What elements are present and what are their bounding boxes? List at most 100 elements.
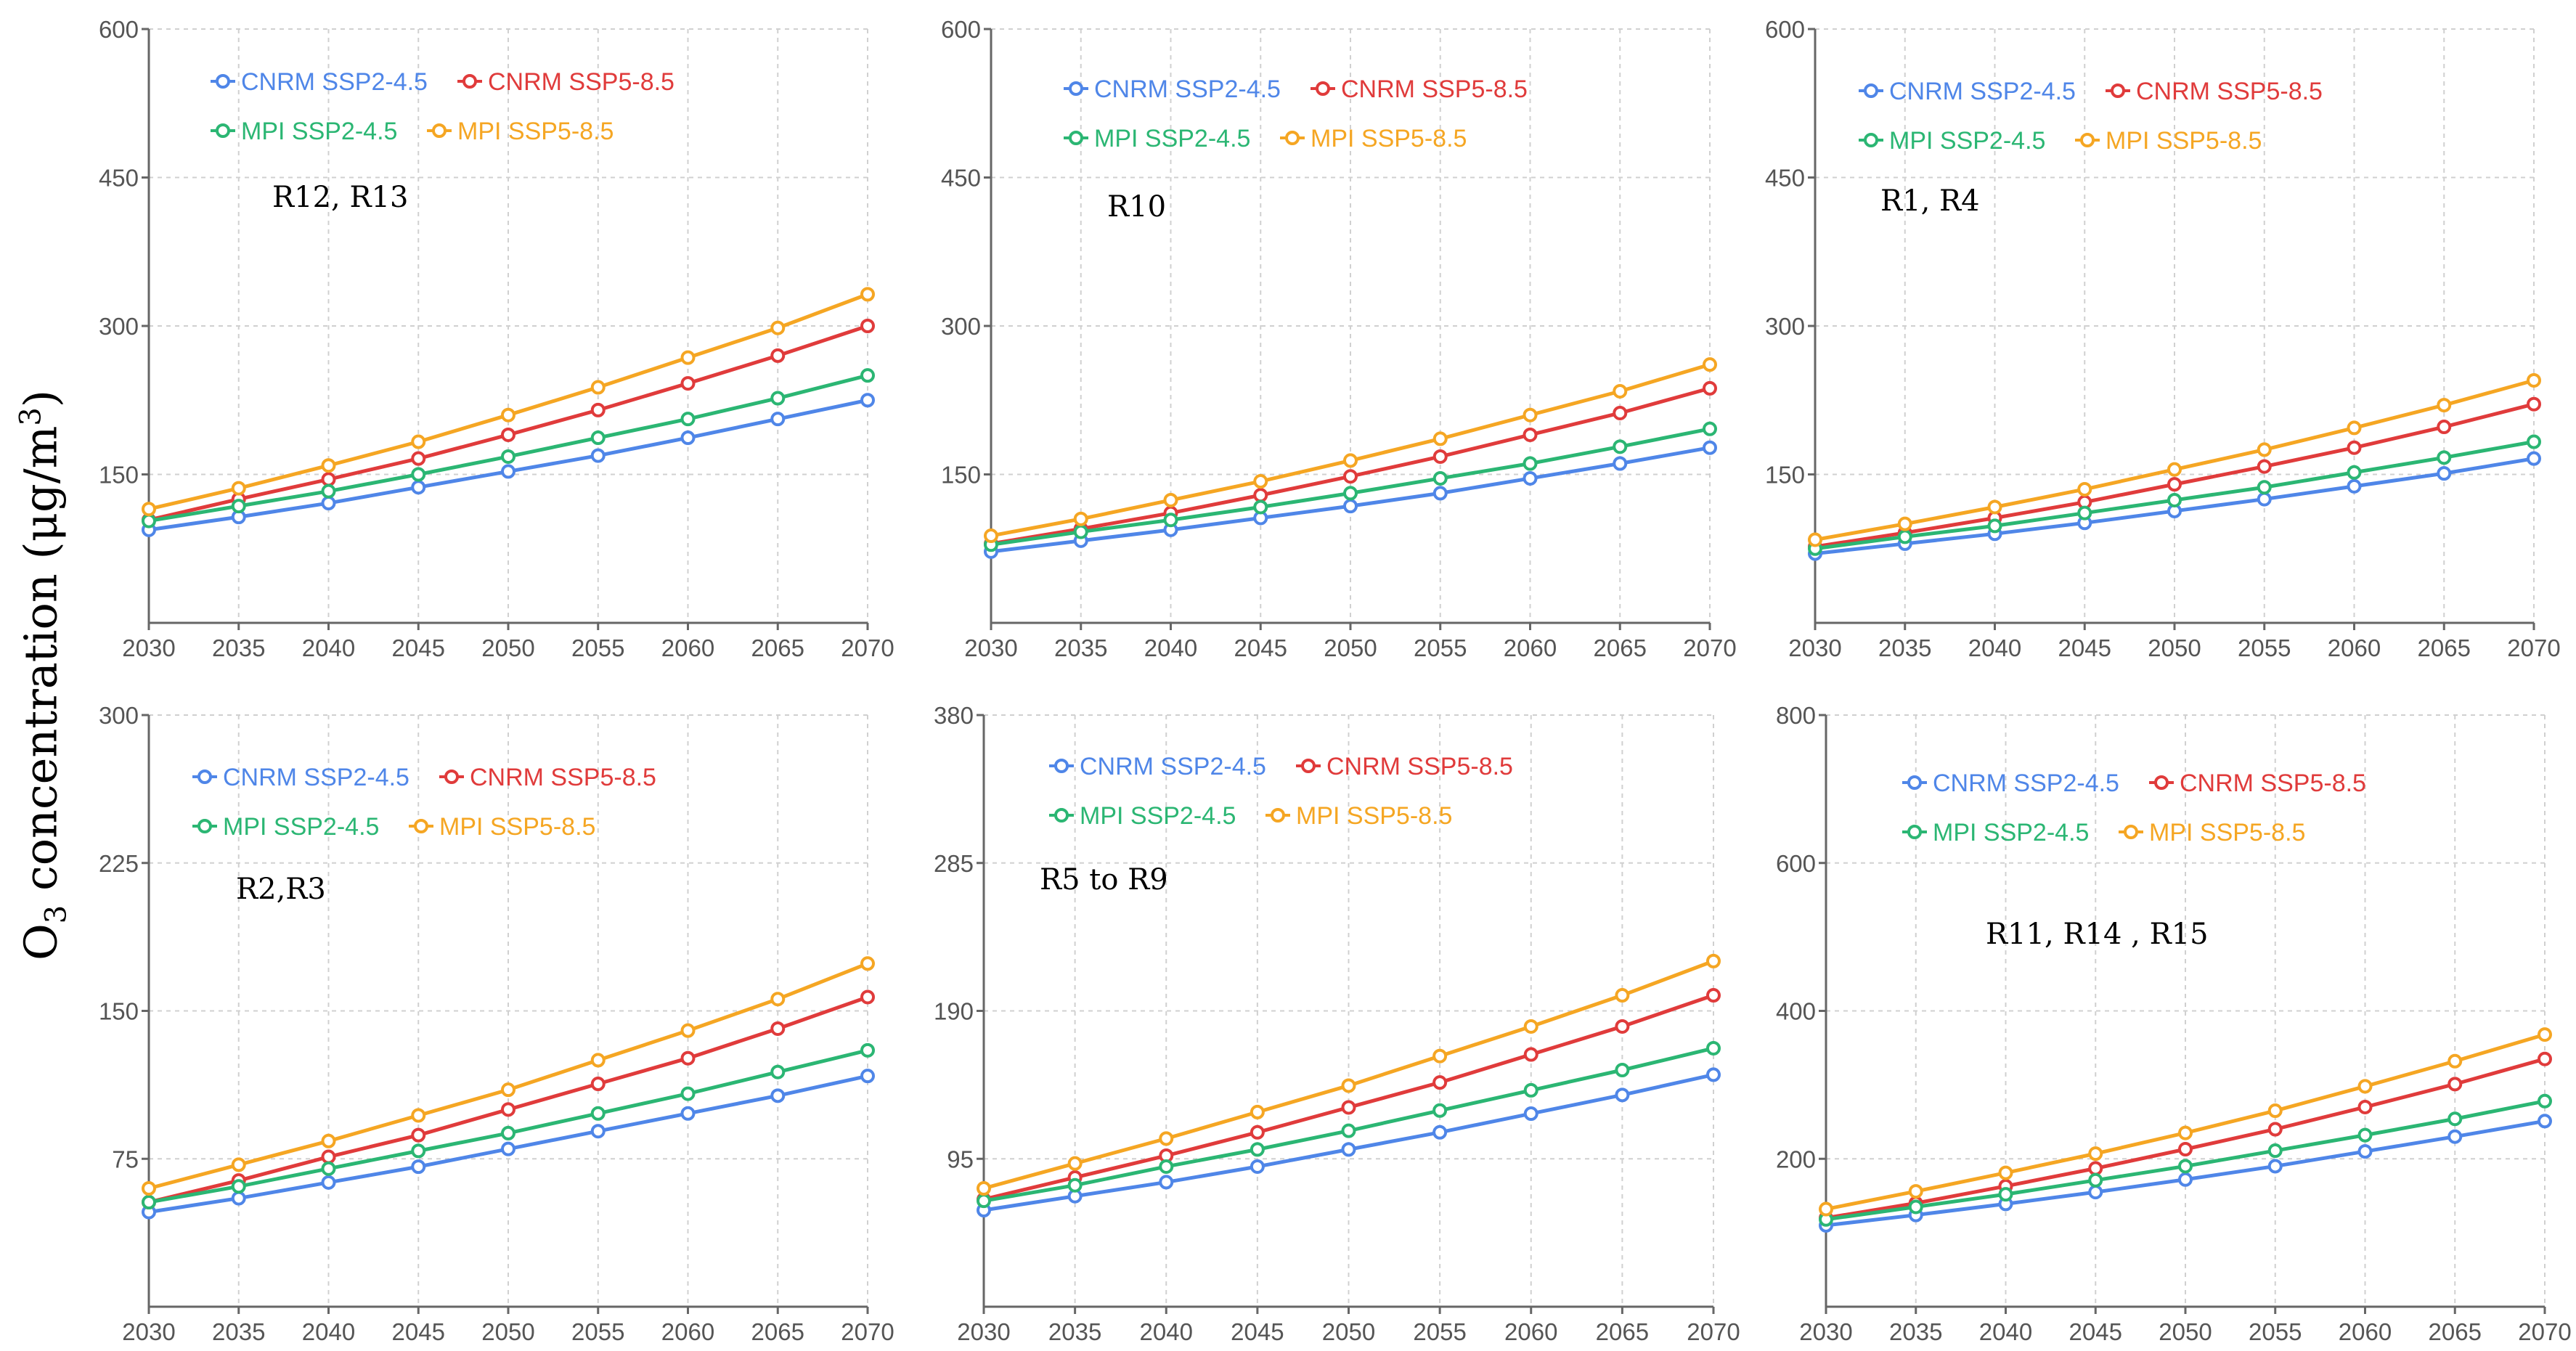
- data-point: [1159, 1159, 1174, 1174]
- x-tick-label: 2035: [1054, 634, 1107, 661]
- data-point: [1897, 516, 1912, 531]
- data-point: [411, 434, 426, 449]
- data-point: [2357, 1079, 2373, 1094]
- data-point: [1706, 953, 1721, 968]
- data-point: [411, 1143, 426, 1159]
- y-tick-label: 600: [1776, 850, 1816, 877]
- legend-swatch-marker: [197, 819, 212, 833]
- data-point: [411, 1108, 426, 1123]
- x-tick-label: 2035: [212, 634, 265, 661]
- data-point: [1250, 1125, 1265, 1140]
- legend-entry: MPI SSP5-8.5: [2149, 819, 2305, 846]
- y-tick-label: 450: [99, 165, 139, 192]
- data-point: [1341, 1123, 1356, 1138]
- data-point: [860, 287, 875, 302]
- data-point: [1250, 1159, 1265, 1174]
- data-point: [1523, 407, 1538, 423]
- x-tick-label: 2045: [392, 634, 445, 661]
- data-point: [2178, 1172, 2193, 1187]
- x-tick-label: 2040: [1140, 1318, 1193, 1345]
- data-point: [860, 989, 875, 1005]
- data-point: [2167, 492, 2182, 507]
- legend-swatch-marker: [1316, 81, 1330, 96]
- legend-entry: CNRM SSP2-4.5: [1889, 78, 2076, 105]
- data-point: [2088, 1172, 2103, 1188]
- data-point: [1341, 1142, 1356, 1157]
- x-tick-label: 2055: [1413, 1318, 1466, 1345]
- data-point: [2257, 459, 2272, 474]
- data-point: [680, 1106, 696, 1121]
- data-point: [411, 1127, 426, 1143]
- data-point: [770, 348, 786, 363]
- data-point: [2437, 398, 2452, 413]
- x-tick-label: 2070: [841, 1318, 894, 1345]
- data-point: [142, 1181, 156, 1196]
- data-point: [2077, 481, 2092, 497]
- data-point: [2347, 465, 2362, 480]
- x-tick-label: 2050: [481, 634, 534, 661]
- legend-swatch-marker: [1054, 808, 1069, 823]
- y-tick-label: 450: [1765, 165, 1805, 192]
- legend-swatch-marker: [2111, 83, 2125, 98]
- legend-swatch-marker: [462, 74, 477, 89]
- legend-swatch-marker: [2154, 775, 2169, 790]
- y-tick-label: 300: [941, 313, 981, 340]
- x-tick-label: 2055: [571, 634, 624, 661]
- data-point: [680, 1086, 696, 1101]
- data-point: [2538, 1027, 2552, 1042]
- x-tick-label: 2045: [1231, 1318, 1284, 1345]
- legend-entry: MPI SSP2-4.5: [1080, 802, 1236, 830]
- data-point: [2347, 440, 2362, 455]
- data-point: [680, 412, 696, 427]
- x-tick-label: 2030: [1799, 1318, 1852, 1345]
- y-tick-label: 285: [934, 850, 974, 877]
- legend-swatch-marker: [414, 819, 428, 833]
- data-point: [2088, 1161, 2103, 1176]
- x-tick-label: 2045: [2069, 1318, 2122, 1345]
- y-tick-label: 600: [99, 16, 139, 43]
- x-tick-label: 2065: [1594, 634, 1647, 661]
- x-tick-label: 2070: [2518, 1318, 2571, 1345]
- legend-entry: MPI SSP2-4.5: [1933, 819, 2089, 846]
- x-tick-label: 2055: [1414, 634, 1467, 661]
- legend-entry: CNRM SSP5-8.5: [1326, 753, 1513, 780]
- legend-swatch-marker: [444, 770, 459, 784]
- data-point: [501, 427, 515, 442]
- data-point: [321, 496, 336, 511]
- data-point: [1253, 474, 1268, 489]
- data-point: [1253, 488, 1268, 503]
- data-point: [2538, 1093, 2552, 1109]
- x-tick-label: 2060: [661, 634, 714, 661]
- legend-entry: MPI SSP2-4.5: [1889, 127, 2045, 155]
- x-tick-label: 2030: [1788, 634, 1841, 661]
- data-point: [2167, 462, 2182, 477]
- data-point: [1706, 988, 1721, 1003]
- x-tick-label: 2055: [2238, 634, 2291, 661]
- x-tick-label: 2060: [1504, 1318, 1557, 1345]
- legend-swatch-marker: [197, 770, 212, 784]
- data-point: [860, 319, 875, 333]
- legend-entry: CNRM SSP5-8.5: [488, 68, 674, 96]
- data-point: [2447, 1077, 2463, 1092]
- x-tick-label: 2035: [1048, 1318, 1101, 1345]
- data-point: [1067, 1177, 1083, 1193]
- data-point: [2447, 1111, 2463, 1127]
- x-tick-label: 2065: [1596, 1318, 1649, 1345]
- legend-swatch-marker: [1301, 759, 1316, 773]
- data-point: [1523, 427, 1538, 442]
- y-tick-label: 300: [1765, 313, 1805, 340]
- data-point: [1523, 456, 1538, 471]
- x-tick-label: 2065: [751, 634, 804, 661]
- data-point: [590, 1077, 606, 1092]
- data-point: [321, 1149, 336, 1164]
- x-tick-label: 2060: [2339, 1318, 2392, 1345]
- data-point: [1987, 518, 2002, 534]
- data-point: [501, 449, 515, 464]
- data-point: [1523, 1082, 1538, 1098]
- data-point: [1615, 1019, 1630, 1034]
- data-point: [2527, 451, 2541, 466]
- x-tick-label: 2035: [1889, 1318, 1942, 1345]
- y-tick-label: 150: [99, 462, 139, 489]
- y-tick-label: 600: [1765, 16, 1805, 43]
